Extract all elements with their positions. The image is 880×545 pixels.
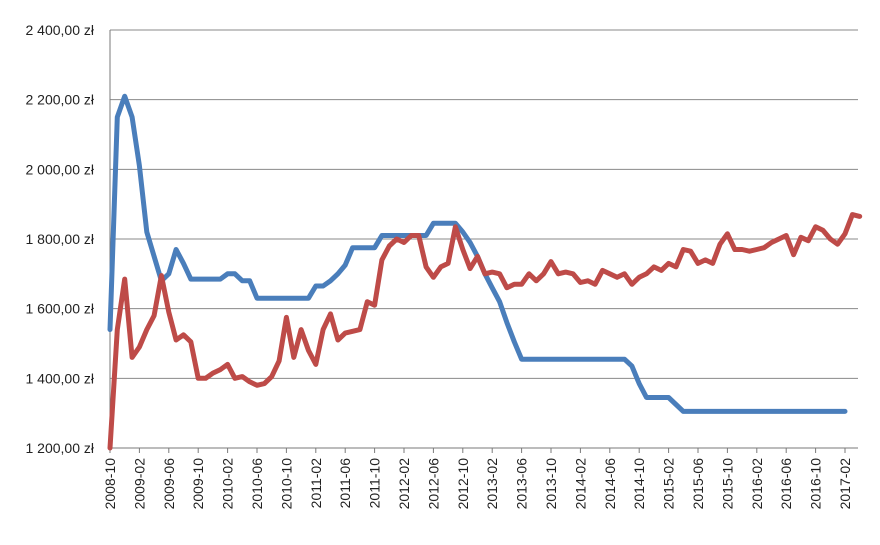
y-tick-label: 1 800,00 zł <box>26 231 95 247</box>
x-tick-label: 2012-10 <box>455 458 471 510</box>
x-tick-label: 2014-02 <box>572 458 588 510</box>
x-tick-label: 2012-06 <box>425 458 441 510</box>
x-tick-label: 2011-06 <box>337 458 353 509</box>
y-axis-tick-labels: 1 200,00 zł 1 400,00 zł 1 600,00 zł 1 800,0… <box>26 22 95 456</box>
x-tick-label: 2016-10 <box>808 458 824 510</box>
series-line-1 <box>107 93 848 414</box>
x-tick-label: 2016-06 <box>778 458 794 510</box>
x-tick-label: 2009-10 <box>190 458 206 510</box>
x-tick-label: 2013-10 <box>543 458 559 510</box>
y-tick-label: 1 200,00 zł <box>26 440 95 456</box>
x-tick-label: 2016-02 <box>749 458 765 510</box>
x-tick-label: 2015-02 <box>661 458 677 510</box>
y-tick-label: 2 000,00 zł <box>26 161 95 177</box>
x-tick-label: 2013-06 <box>514 458 530 510</box>
axes <box>109 30 858 453</box>
x-tick-label: 2015-06 <box>690 458 706 510</box>
y-tick-label: 1 400,00 zł <box>26 370 95 386</box>
x-tick-label: 2013-02 <box>484 458 500 510</box>
x-tick-label: 2009-06 <box>161 458 177 510</box>
x-tick-label: 2008-10 <box>102 458 118 510</box>
x-tick-label: 2017-02 <box>837 458 853 510</box>
x-axis-tick-labels: 2008-10 2009-02 2009-06 2009-10 2010-02 2010-… <box>102 458 853 510</box>
x-tick-label: 2009-02 <box>131 458 147 510</box>
x-tick-label: 2010-02 <box>220 458 236 510</box>
x-tick-label: 2015-10 <box>719 458 735 510</box>
gridlines <box>110 29 858 379</box>
x-tick-label: 2012-02 <box>396 458 412 510</box>
y-tick-label: 2 200,00 zł <box>26 92 95 108</box>
series-lines <box>107 93 863 451</box>
x-tick-label: 2014-10 <box>631 458 647 510</box>
y-tick-label: 2 400,00 zł <box>26 22 95 38</box>
x-tick-label: 2014-06 <box>602 458 618 510</box>
x-tick-label: 2011-10 <box>367 458 383 509</box>
x-tick-label: 2011-02 <box>308 458 324 509</box>
y-tick-label: 1 600,00 zł <box>26 301 95 317</box>
x-tick-label: 2010-10 <box>278 458 294 510</box>
x-tick-label: 2010-06 <box>249 458 265 510</box>
series-line-2 <box>107 212 863 451</box>
